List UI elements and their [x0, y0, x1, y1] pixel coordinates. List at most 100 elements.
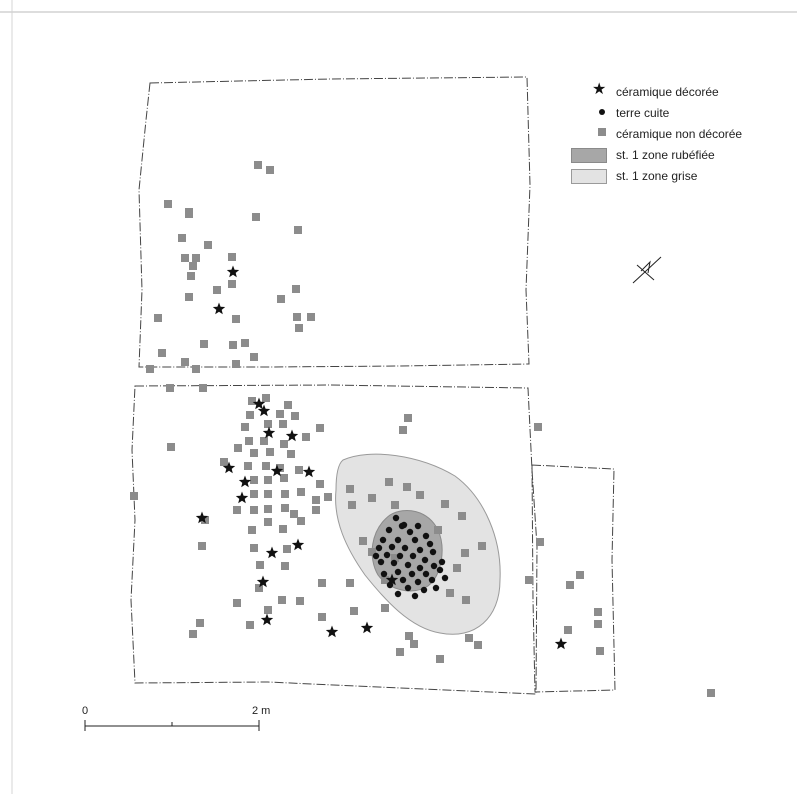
- decorated-ceramic-marker: [212, 302, 226, 315]
- terracotta-marker: [404, 584, 412, 592]
- legend-label: terre cuite: [616, 105, 670, 120]
- undecorated-ceramic-marker: [250, 490, 258, 498]
- undecorated-ceramic-marker: [158, 349, 166, 357]
- undecorated-ceramic-marker: [262, 394, 270, 402]
- terracotta-marker: [375, 544, 383, 552]
- undecorated-ceramic-marker: [566, 581, 574, 589]
- undecorated-ceramic-marker: [346, 485, 354, 493]
- terracotta-marker: [422, 532, 430, 540]
- terracotta-marker: [409, 552, 417, 560]
- terracotta-marker: [428, 576, 436, 584]
- terracotta-marker: [438, 558, 446, 566]
- undecorated-ceramic-marker: [283, 545, 291, 553]
- decorated-ceramic-marker: [256, 575, 270, 588]
- undecorated-ceramic-marker: [453, 564, 461, 572]
- undecorated-ceramic-marker: [278, 596, 286, 604]
- undecorated-ceramic-marker: [250, 353, 258, 361]
- legend-label: st. 1 zone rubéfiée: [616, 147, 715, 162]
- terracotta-marker: [436, 566, 444, 574]
- undecorated-ceramic-marker: [594, 620, 602, 628]
- undecorated-ceramic-marker: [264, 505, 272, 513]
- undecorated-ceramic-marker: [189, 262, 197, 270]
- undecorated-ceramic-marker: [256, 561, 264, 569]
- undecorated-ceramic-marker: [264, 476, 272, 484]
- undecorated-ceramic-marker: [281, 562, 289, 570]
- decorated-ceramic-marker: [235, 491, 249, 504]
- decorated-ceramic-marker: [195, 511, 209, 524]
- undecorated-ceramic-marker: [280, 474, 288, 482]
- zone-swatch-icon: [571, 169, 607, 184]
- terracotta-marker: [379, 536, 387, 544]
- terracotta-marker: [394, 536, 402, 544]
- undecorated-ceramic-marker: [241, 423, 249, 431]
- undecorated-ceramic-marker: [434, 526, 442, 534]
- undecorated-ceramic-marker: [302, 433, 310, 441]
- undecorated-ceramic-marker: [405, 632, 413, 640]
- decorated-ceramic-marker: [360, 621, 374, 634]
- undecorated-ceramic-marker: [403, 483, 411, 491]
- undecorated-ceramic-marker: [707, 689, 715, 697]
- terracotta-marker: [441, 574, 449, 582]
- dot-icon: [599, 109, 605, 115]
- terracotta-marker: [404, 561, 412, 569]
- undecorated-ceramic-marker: [277, 295, 285, 303]
- decorated-ceramic-marker: [325, 625, 339, 638]
- terracotta-marker: [385, 526, 393, 534]
- legend-item-grey-zone: st. 1 zone grise: [566, 165, 766, 186]
- undecorated-ceramic-marker: [291, 412, 299, 420]
- legend: ★ céramique décorée terre cuite céramiqu…: [566, 81, 766, 186]
- undecorated-ceramic-marker: [391, 501, 399, 509]
- undecorated-ceramic-marker: [596, 647, 604, 655]
- terracotta-marker: [432, 584, 440, 592]
- star-icon: ★: [592, 81, 607, 98]
- undecorated-ceramic-marker: [359, 537, 367, 545]
- undecorated-ceramic-marker: [441, 500, 449, 508]
- undecorated-ceramic-marker: [201, 516, 209, 524]
- decorated-ceramic-marker: [226, 265, 240, 278]
- undecorated-ceramic-marker: [296, 597, 304, 605]
- undecorated-ceramic-marker: [262, 462, 270, 470]
- undecorated-ceramic-marker: [391, 554, 399, 562]
- terracotta-marker: [411, 592, 419, 600]
- undecorated-ceramic-marker: [525, 576, 533, 584]
- scale-end-label: 2 m: [252, 705, 271, 717]
- excavation-unit-north: [138, 76, 531, 368]
- undecorated-ceramic-finds: [130, 161, 715, 697]
- undecorated-ceramic-marker: [368, 494, 376, 502]
- decorated-ceramic-marker: [222, 461, 236, 474]
- undecorated-ceramic-marker: [264, 606, 272, 614]
- terracotta-marker: [392, 514, 400, 522]
- undecorated-ceramic-marker: [281, 504, 289, 512]
- undecorated-ceramic-marker: [264, 518, 272, 526]
- undecorated-ceramic-marker: [324, 493, 332, 501]
- undecorated-ceramic-marker: [348, 501, 356, 509]
- undecorated-ceramic-marker: [462, 596, 470, 604]
- decorated-ceramic-marker: [291, 538, 305, 551]
- undecorated-ceramic-marker: [252, 213, 260, 221]
- legend-label: céramique décorée: [616, 84, 719, 99]
- terracotta-marker: [421, 556, 429, 564]
- decorated-ceramic-marker: [554, 637, 568, 650]
- undecorated-ceramic-marker: [250, 476, 258, 484]
- terracotta-marker: [411, 536, 419, 544]
- undecorated-ceramic-marker: [385, 478, 393, 486]
- undecorated-ceramic-marker: [576, 571, 584, 579]
- undecorated-ceramic-marker: [564, 626, 572, 634]
- undecorated-ceramic-marker: [196, 619, 204, 627]
- scale-start-label: 0: [82, 705, 89, 717]
- undecorated-ceramic-marker: [266, 448, 274, 456]
- excavation-unit-south: [130, 384, 538, 695]
- decorated-ceramic-marker: [285, 429, 299, 442]
- terracotta-marker: [406, 528, 414, 536]
- undecorated-ceramic-marker: [192, 365, 200, 373]
- terracotta-marker: [388, 543, 396, 551]
- undecorated-ceramic-marker: [254, 161, 262, 169]
- undecorated-ceramic-marker: [264, 490, 272, 498]
- decorated-ceramic-marker: [265, 546, 279, 559]
- undecorated-ceramic-marker: [181, 254, 189, 262]
- zone-swatch-icon: [571, 148, 607, 163]
- undecorated-ceramic-marker: [316, 424, 324, 432]
- undecorated-ceramic-marker: [248, 526, 256, 534]
- undecorated-ceramic-marker: [213, 286, 221, 294]
